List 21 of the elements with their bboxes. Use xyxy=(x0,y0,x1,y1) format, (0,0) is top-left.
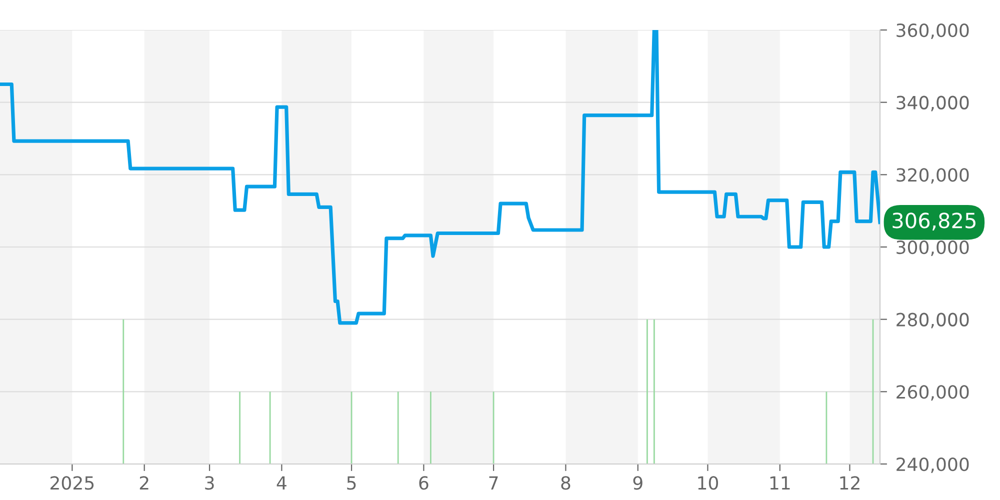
x-tick-label: 8 xyxy=(561,476,570,490)
x-tick-label: 12 xyxy=(840,476,860,490)
y-tick-label: 320,000 xyxy=(896,168,969,184)
annotation: 306,825 xyxy=(892,212,976,230)
line-series xyxy=(0,30,880,325)
y-tick-label: 280,000 xyxy=(896,312,969,328)
x-tick-label: 6 xyxy=(419,476,428,490)
x-tick-label: 2 xyxy=(140,476,148,490)
x-tick-label: 7 xyxy=(489,476,498,490)
x-tick-label: 10 xyxy=(698,476,718,490)
x-tick-label: 2025 xyxy=(50,476,94,490)
x-tick-label: 5 xyxy=(347,476,356,490)
y-tick-label: 360,000 xyxy=(896,23,969,39)
x-tick-label: 11 xyxy=(770,476,790,490)
y-tick-label: 240,000 xyxy=(896,457,969,473)
y-tick-label: 300,000 xyxy=(896,240,969,256)
x-tick-label: 3 xyxy=(205,476,214,490)
x-tick-label: 4 xyxy=(276,476,286,490)
x-tick-label: 9 xyxy=(633,476,642,490)
y-tick-label: 260,000 xyxy=(896,385,969,401)
y-tick-label: 340,000 xyxy=(896,96,969,112)
